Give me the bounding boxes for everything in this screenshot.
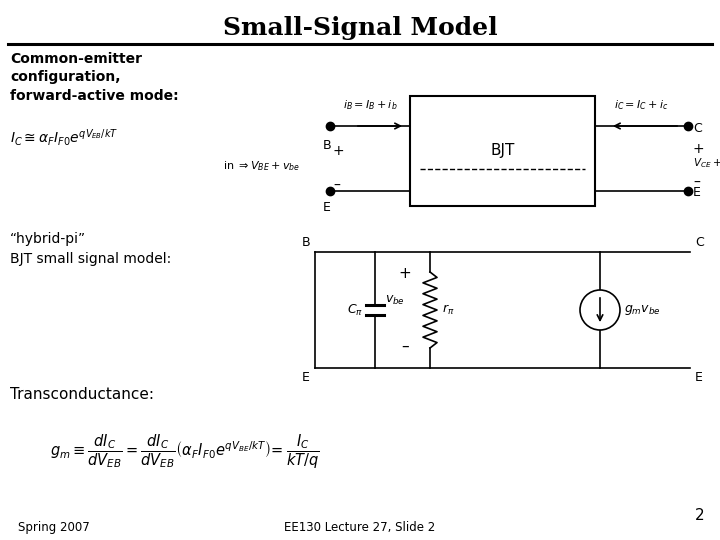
Text: 2: 2 [696, 509, 705, 523]
Text: B: B [323, 139, 331, 152]
Text: +: + [693, 142, 705, 156]
Text: E: E [302, 371, 310, 384]
Text: –: – [401, 339, 409, 354]
Text: C: C [695, 236, 703, 249]
Text: $I_C \cong \alpha_F I_{F0} e^{qV_{EB}/kT}$: $I_C \cong \alpha_F I_{F0} e^{qV_{EB}/kT… [10, 128, 118, 148]
Text: E: E [695, 371, 703, 384]
Text: “hybrid-pi”
BJT small signal model:: “hybrid-pi” BJT small signal model: [10, 232, 171, 266]
Text: C: C [693, 122, 702, 134]
Text: $C_\pi$: $C_\pi$ [347, 302, 363, 318]
Text: –: – [333, 179, 340, 193]
Text: $V_{CE}+v_{ce}\Rightarrow$ out: $V_{CE}+v_{ce}\Rightarrow$ out [693, 156, 720, 170]
Text: EE130 Lecture 27, Slide 2: EE130 Lecture 27, Slide 2 [284, 521, 436, 534]
Text: –: – [693, 176, 700, 190]
Text: E: E [693, 186, 701, 199]
Text: Spring 2007: Spring 2007 [18, 521, 90, 534]
Text: E: E [323, 201, 331, 214]
Text: Common-emitter
configuration,
forward-active mode:: Common-emitter configuration, forward-ac… [10, 52, 179, 103]
Text: $r_\pi$: $r_\pi$ [442, 303, 454, 317]
Text: Small-Signal Model: Small-Signal Model [222, 16, 498, 40]
Circle shape [580, 290, 620, 330]
Bar [410, 96, 595, 206]
Text: $g_m \equiv \dfrac{dI_C}{dV_{EB}} = \dfrac{dI_C}{dV_{EB}}\left(\alpha_F I_{F0} e: $g_m \equiv \dfrac{dI_C}{dV_{EB}} = \dfr… [50, 433, 320, 471]
Text: $v_{be}$: $v_{be}$ [385, 293, 405, 307]
Text: B: B [302, 236, 310, 249]
Text: $g_m v_{be}$: $g_m v_{be}$ [624, 303, 661, 317]
Text: Transconductance:: Transconductance: [10, 387, 154, 402]
Text: in $\Rightarrow V_{BE}+v_{be}$: in $\Rightarrow V_{BE}+v_{be}$ [223, 160, 300, 173]
Text: +: + [399, 267, 411, 281]
Text: +: + [333, 144, 345, 158]
Text: BJT: BJT [490, 144, 515, 159]
Text: $i_B = I_B + i_b$: $i_B = I_B + i_b$ [343, 98, 397, 112]
Text: $i_C = I_C + i_c$: $i_C = I_C + i_c$ [614, 98, 669, 112]
